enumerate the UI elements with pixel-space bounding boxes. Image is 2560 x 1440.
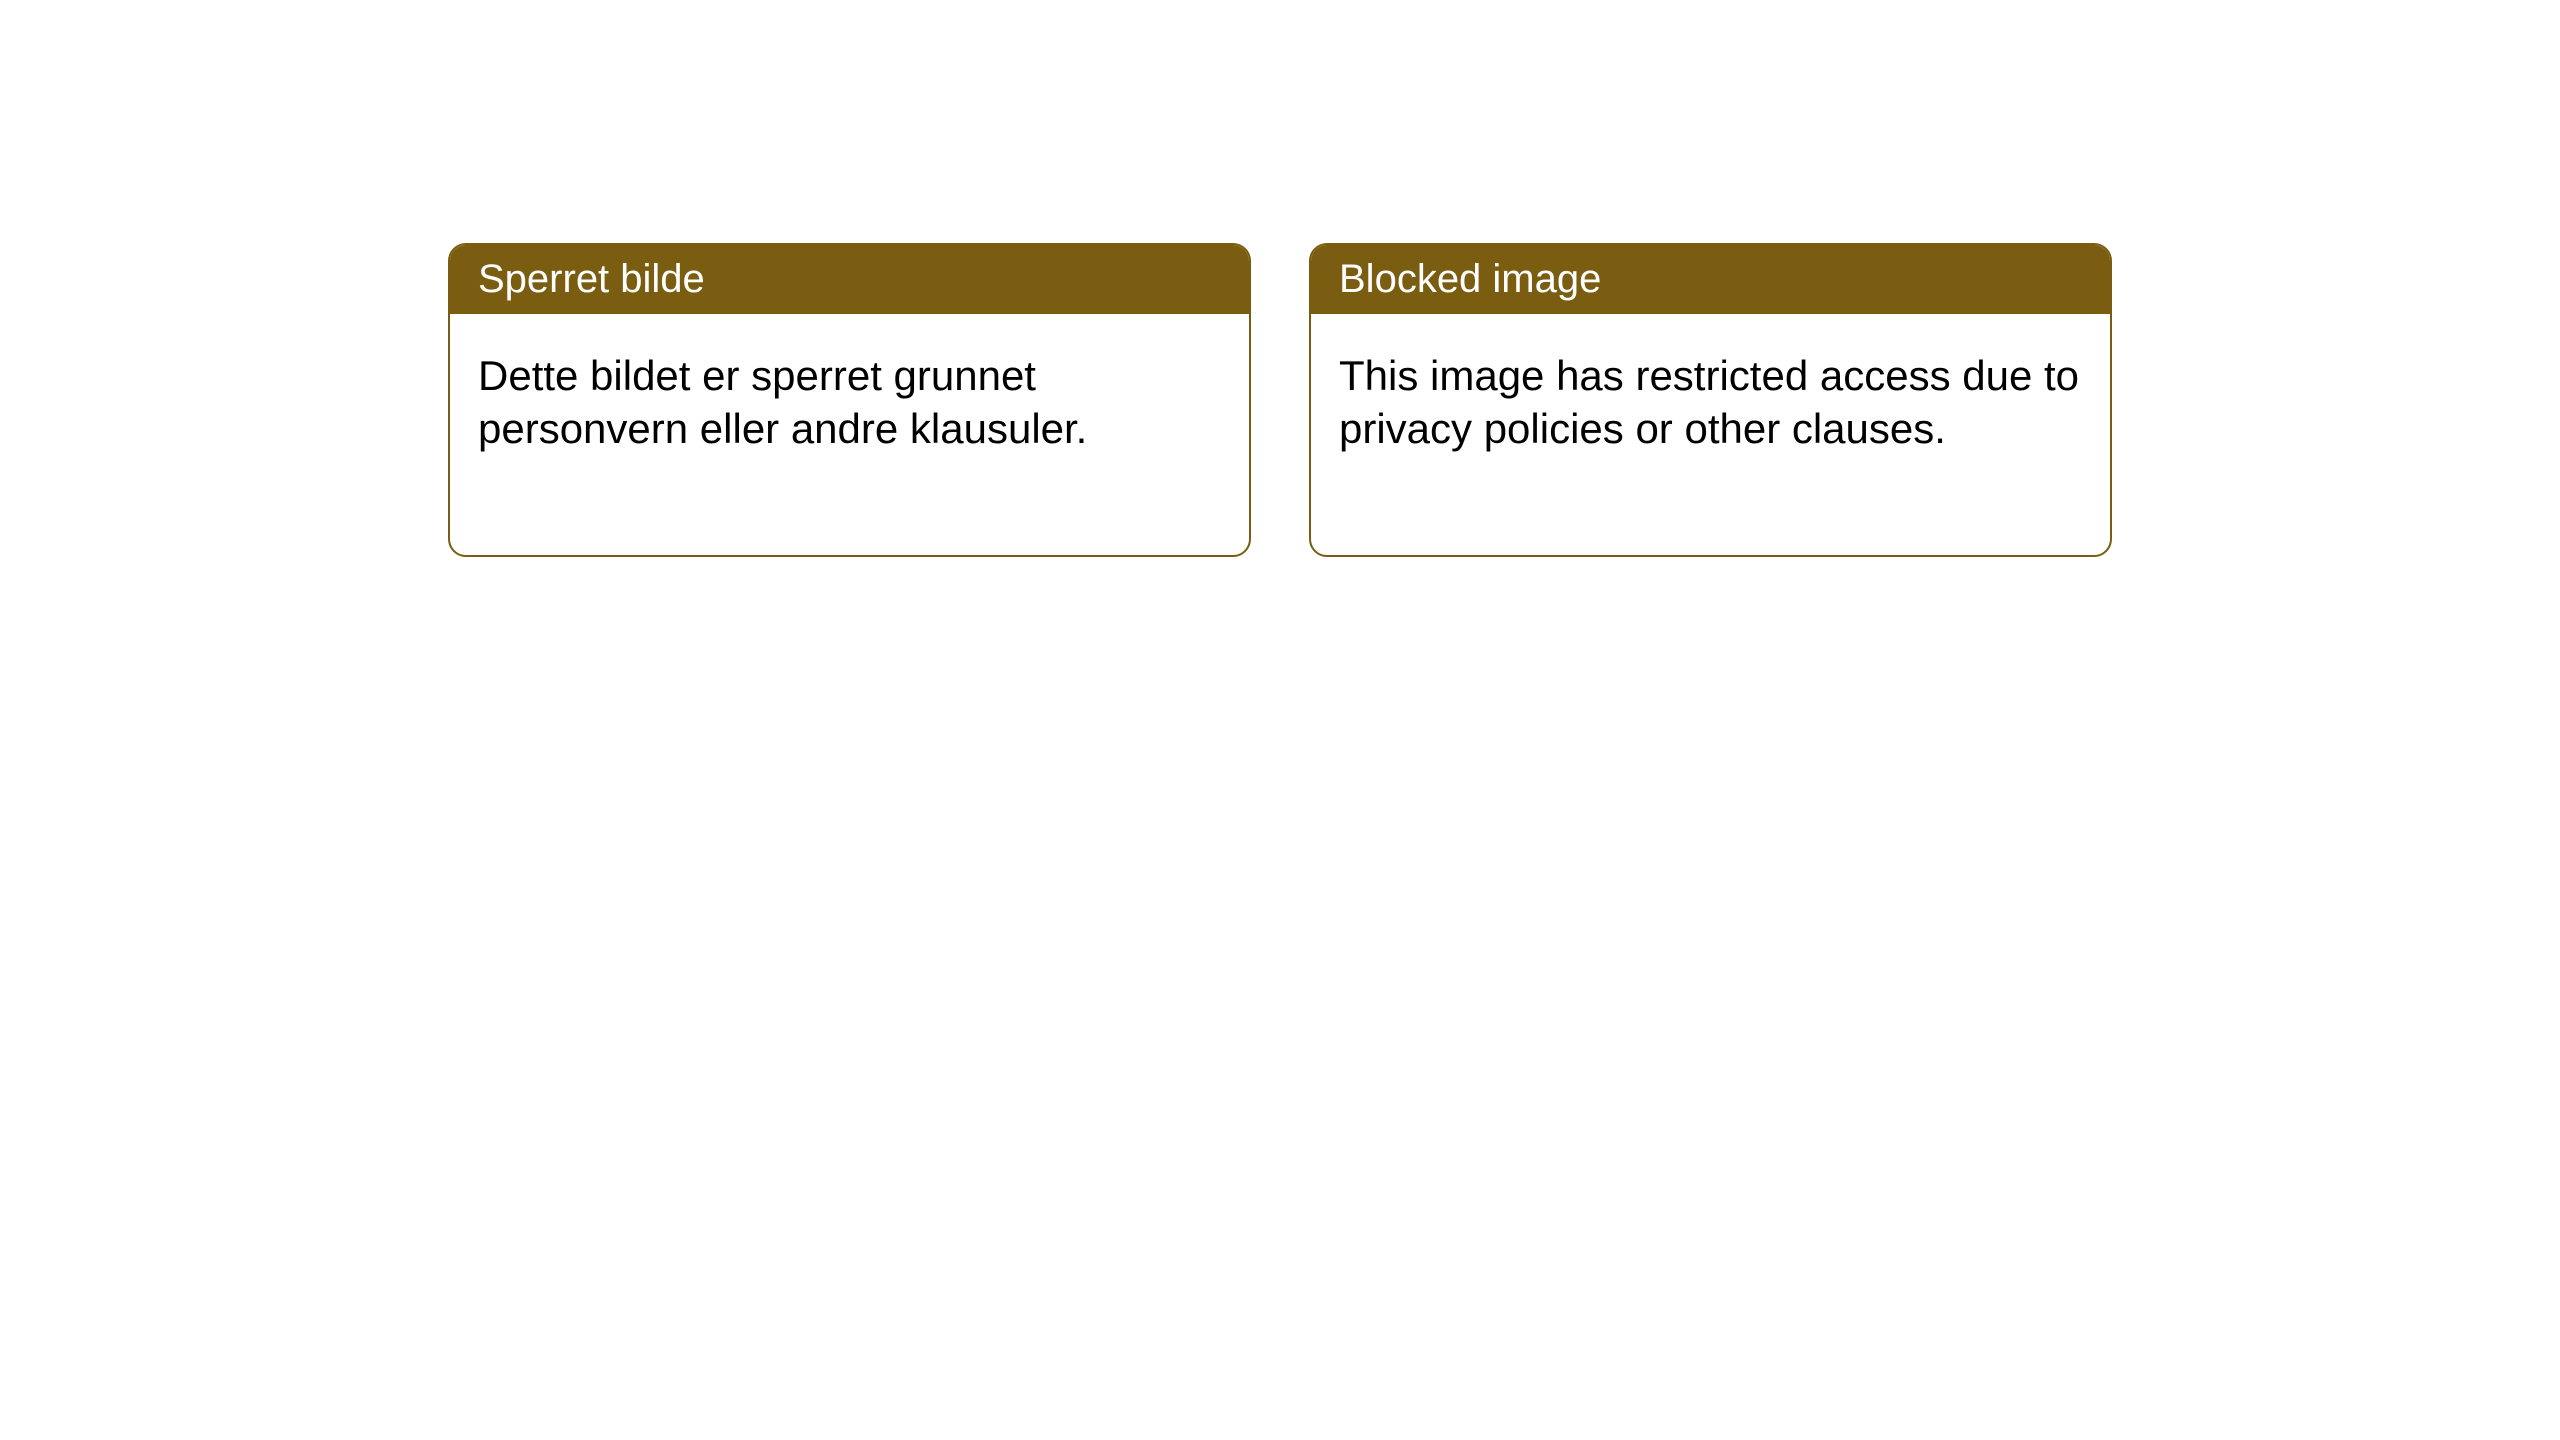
notice-card-no: Sperret bilde Dette bildet er sperret gr… <box>448 243 1251 557</box>
card-title-no: Sperret bilde <box>450 245 1249 314</box>
card-body-no: Dette bildet er sperret grunnet personve… <box>450 314 1249 555</box>
notice-container: Sperret bilde Dette bildet er sperret gr… <box>448 243 2112 557</box>
card-body-en: This image has restricted access due to … <box>1311 314 2110 555</box>
notice-card-en: Blocked image This image has restricted … <box>1309 243 2112 557</box>
card-title-en: Blocked image <box>1311 245 2110 314</box>
